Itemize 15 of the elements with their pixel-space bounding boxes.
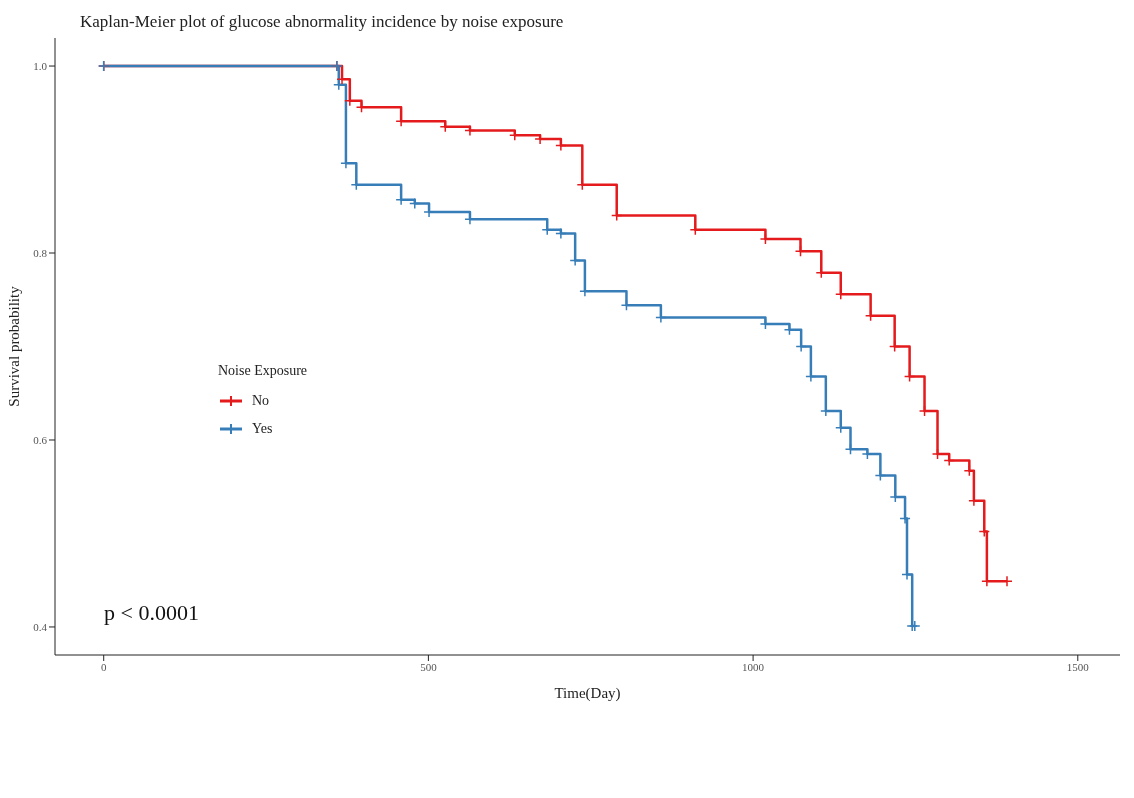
y-tick-label: 0.8 xyxy=(33,246,48,259)
legend-label: No xyxy=(252,393,270,409)
y-tick-label: 0.6 xyxy=(33,433,48,446)
x-tick-label: 1000 xyxy=(742,660,765,673)
x-tick-label: 500 xyxy=(420,660,438,673)
y-axis-title: Survival probability xyxy=(6,285,23,407)
legend-label: Yes xyxy=(252,421,273,437)
x-tick-label: 1500 xyxy=(1066,660,1090,673)
y-tick-label: 0.4 xyxy=(33,620,48,633)
chart-title: Kaplan-Meier plot of glucose abnormality incidence by noise exposure xyxy=(80,12,564,32)
annotation: p < 0.0001 xyxy=(104,600,199,626)
legend-title: Noise Exposure xyxy=(218,363,309,379)
x-tick-label: 0 xyxy=(100,660,107,673)
y-tick-label: 1.0 xyxy=(33,59,48,72)
x-axis-title: Time(Day) xyxy=(554,685,621,702)
